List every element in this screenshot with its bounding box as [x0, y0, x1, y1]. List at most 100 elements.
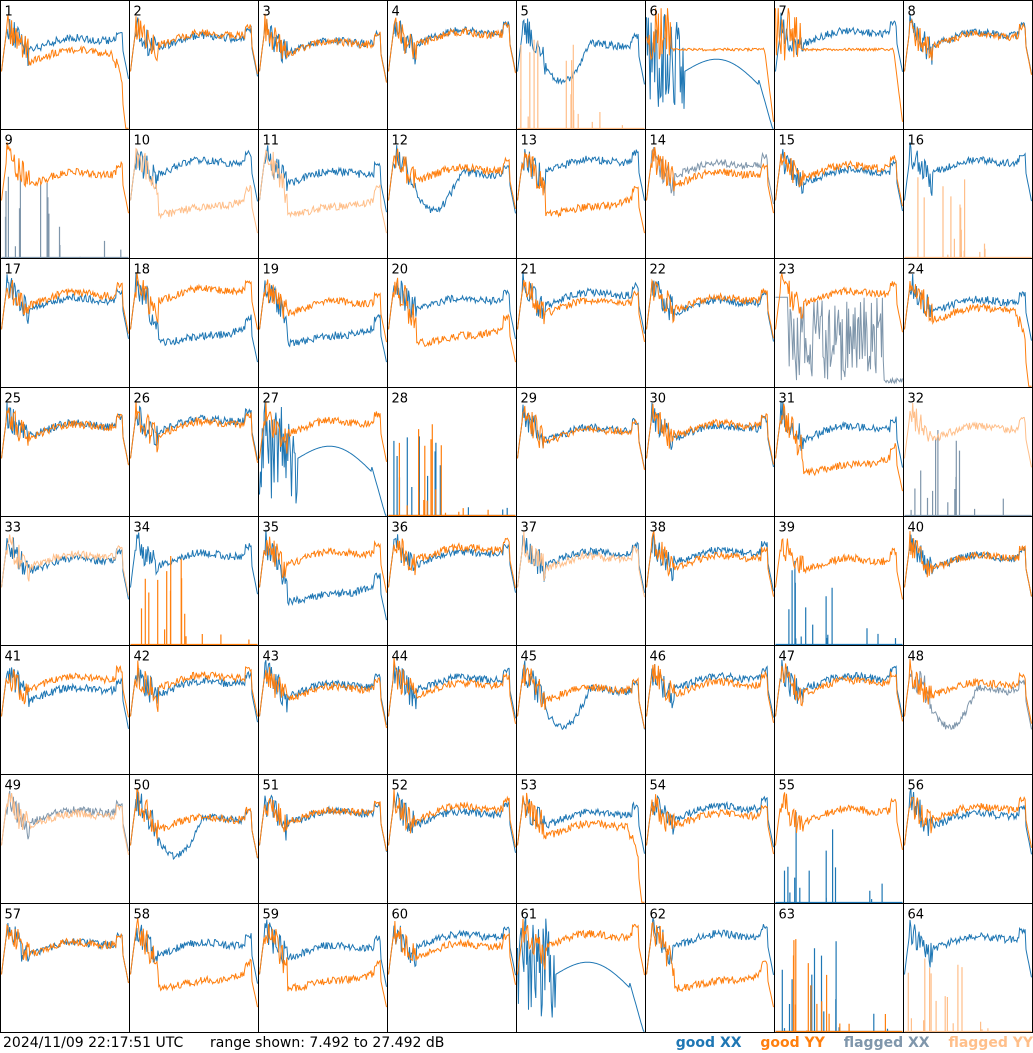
- panel-frame: [516, 645, 646, 775]
- panel-label: 37: [521, 521, 538, 536]
- trace-yy-good: [130, 16, 258, 75]
- panel-53: 53: [516, 774, 646, 904]
- panel-60: 60: [387, 903, 517, 1033]
- panel-label: 7: [779, 5, 787, 20]
- trace-yy-good: [1, 664, 129, 718]
- panel-label: 27: [263, 392, 280, 407]
- panel-label: 36: [392, 521, 409, 536]
- panel-56: 56: [903, 774, 1033, 904]
- panel-label: 32: [908, 392, 925, 407]
- panel-48: 48: [903, 645, 1033, 775]
- panel-label: 42: [134, 650, 151, 665]
- panel-19: 19: [258, 258, 388, 388]
- panel-label: 56: [908, 779, 925, 794]
- trace-yy-good: [775, 403, 903, 492]
- panel-54: 54: [645, 774, 775, 904]
- panel-frame: [516, 258, 646, 388]
- panel-label: 28: [392, 392, 409, 407]
- panel-28: 28: [387, 387, 517, 517]
- panel-frame: [774, 774, 904, 904]
- panel-frame: [903, 387, 1033, 517]
- panel-9: 9: [0, 129, 130, 259]
- trace-yy-flagged: [259, 149, 387, 234]
- trace-xx-flagged: [646, 147, 774, 205]
- trace-xx-good: [646, 14, 774, 129]
- panel-4: 4: [387, 0, 517, 130]
- trace-yy-good: [388, 17, 516, 74]
- panel-61: 61: [516, 903, 646, 1033]
- trace-yy-good: [388, 657, 516, 724]
- panel-63: 63: [774, 903, 904, 1033]
- trace-xx-good: [388, 925, 516, 976]
- panel-label: 22: [650, 263, 667, 278]
- panel-16: 16: [903, 129, 1033, 259]
- trace-xx-good: [904, 142, 1032, 202]
- panel-64: 64: [903, 903, 1033, 1033]
- trace-yy-good: [646, 663, 774, 723]
- panel-frame: [0, 516, 130, 646]
- trace-yy-flagged: [1, 534, 129, 596]
- panel-57: 57: [0, 903, 130, 1033]
- panel-frame: [387, 387, 517, 517]
- panel-label: 60: [392, 908, 409, 923]
- panel-frame: [903, 645, 1033, 775]
- panel-label: 13: [521, 134, 538, 149]
- trace-yy-good: [259, 924, 387, 1008]
- panel-40: 40: [903, 516, 1033, 646]
- panel-37: 37: [516, 516, 646, 646]
- trace-yy-good: [1, 142, 129, 214]
- panel-55: 55: [774, 774, 904, 904]
- panel-label: 6: [650, 5, 658, 20]
- trace-yy-good: [775, 663, 903, 722]
- panel-label: 63: [779, 908, 796, 923]
- panel-31: 31: [774, 387, 904, 517]
- panel-frame: [387, 0, 517, 130]
- panel-label: 1: [5, 5, 13, 20]
- trace-yy-flagged: [517, 39, 645, 130]
- trace-yy-good: [388, 537, 516, 589]
- trace-yy-good: [646, 794, 774, 855]
- panel-label: 57: [5, 908, 22, 923]
- panel-label: 41: [5, 650, 22, 665]
- panel-3: 3: [258, 0, 388, 130]
- panel-frame: [516, 903, 646, 1033]
- panel-label: 26: [134, 392, 151, 407]
- trace-xx-good: [130, 667, 258, 723]
- trace-yy-good: [904, 796, 1032, 848]
- panel-frame: [387, 645, 517, 775]
- panel-45: 45: [516, 645, 646, 775]
- panel-30: 30: [645, 387, 775, 517]
- panel-35: 35: [258, 516, 388, 646]
- panel-frame: [645, 129, 775, 259]
- trace-yy-good: [646, 403, 774, 465]
- panel-label: 51: [263, 779, 280, 794]
- trace-yy-good: [259, 13, 387, 83]
- panel-label: 64: [908, 908, 925, 923]
- panel-frame: [774, 645, 904, 775]
- panel-label: 11: [263, 134, 280, 149]
- panel-frame: [516, 774, 646, 904]
- trace-yy-good: [517, 918, 645, 976]
- trace-xx-good: [259, 280, 387, 363]
- panel-label: 18: [134, 263, 151, 278]
- panel-36: 36: [387, 516, 517, 646]
- panel-label: 4: [392, 5, 400, 20]
- panel-58: 58: [129, 903, 259, 1033]
- trace-xx-good: [517, 18, 645, 85]
- panel-frame: [516, 129, 646, 259]
- panel-frame: [903, 903, 1033, 1033]
- panel-15: 15: [774, 129, 904, 259]
- trace-yy-good: [775, 151, 903, 207]
- panel-frame: [0, 0, 130, 130]
- panel-frame: [258, 516, 388, 646]
- panel-27: 27: [258, 387, 388, 517]
- trace-xx-good: [1, 18, 129, 79]
- trace-xx-good: [517, 916, 645, 1032]
- trace-yy-good: [130, 272, 258, 330]
- trace-yy-good: [388, 148, 516, 209]
- panel-50: 50: [129, 774, 259, 904]
- panel-34: 34: [129, 516, 259, 646]
- trace-xx-good: [259, 660, 387, 726]
- panel-8: 8: [903, 0, 1033, 130]
- panel-11: 11: [258, 129, 388, 259]
